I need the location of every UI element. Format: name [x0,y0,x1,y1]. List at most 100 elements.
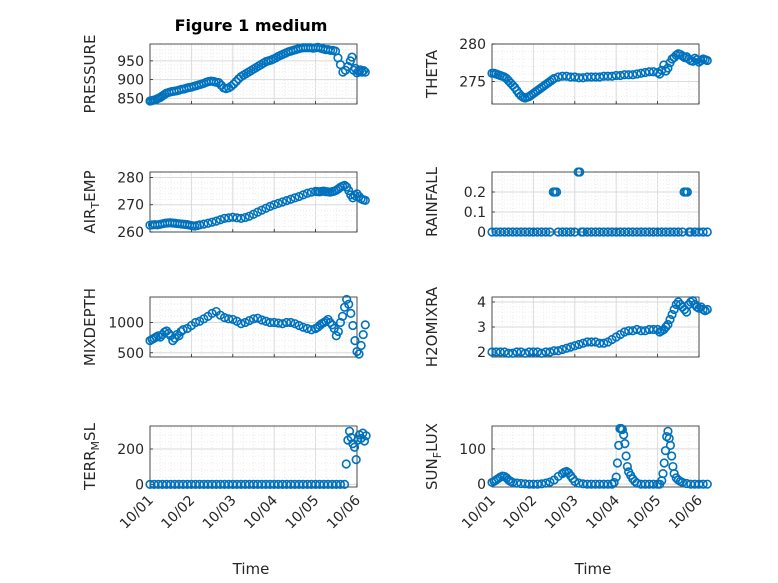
data-point [508,348,518,358]
data-point [348,320,358,331]
data-point [339,479,350,489]
data-point [346,308,356,318]
data-point [168,336,178,346]
data-point [632,478,642,488]
data-point [702,227,712,237]
axes-box [491,425,700,488]
x-tick-label: 10/02 [158,493,198,533]
data-point [294,191,304,202]
data-point [660,446,671,456]
data-point [508,477,518,488]
x-tick-label: 10/04 [583,492,623,532]
data-point [495,347,505,357]
data-point [632,324,642,335]
y-tick-label: 0.1 [464,205,486,221]
figure-title: Figure 1 medium [175,16,328,35]
y-axis-label: AIRTEMP [81,170,102,233]
data-point [344,426,355,436]
data-point [677,477,688,488]
data-point [520,348,530,358]
data-point [702,55,712,66]
data-point [622,461,632,472]
data-point [335,479,346,489]
data-point [553,346,563,356]
data-point [607,479,617,489]
data-point [702,479,712,489]
y-axis-label: SUNFLUX [423,423,444,490]
y-tick-label: 0 [477,225,486,241]
y-tick-label: 0 [477,477,486,493]
data-point [215,215,225,225]
data-point [549,73,559,84]
data-point [248,314,259,324]
data-point [178,325,188,335]
data-point [207,217,217,227]
data-point [541,227,551,237]
data-point [578,338,588,348]
data-point [354,349,364,359]
y-tick-label: 280 [459,37,486,53]
data-point [359,436,370,446]
data-point [624,326,634,336]
data-point [282,196,292,206]
x-tick-label: 10/03 [200,493,240,533]
data-point [619,430,629,440]
data-point [338,67,348,77]
data-point [549,346,559,356]
x-tick-label: 10/05 [283,493,323,533]
data-point [698,479,708,489]
data-point [667,309,677,320]
data-point [360,195,370,205]
data-point [199,219,209,229]
data-point [661,322,671,332]
data-point [503,348,514,358]
data-point [570,341,580,351]
data-point [236,319,246,329]
data-point [219,213,230,223]
data-point [211,216,221,226]
data-point [356,340,366,351]
data-point [231,76,241,87]
data-point [282,317,292,328]
data-point [663,63,673,73]
data-point [499,347,510,357]
axes-rainfall: 0 0.1 0.2 RAINFALL [423,166,712,241]
data-point [702,304,712,315]
y-tick-label: 270 [117,198,144,214]
data-point [240,212,250,223]
data-point [203,218,213,228]
data-point [636,326,646,336]
data-point [286,194,296,204]
data-point [566,227,576,237]
data-point [599,338,609,348]
axes-terr-msl: 0 200 TERRMSL 10/01 10/02 10/03 10/04 10/05 10/0… [81,422,371,533]
data-point [698,227,708,237]
data-point [603,479,613,489]
data-point [277,197,288,207]
data-point [349,442,360,452]
y-tick-label: 275 [459,75,486,91]
data-point [541,478,551,488]
y-axis-label: RAINFALL [423,166,441,237]
data-point [575,167,585,177]
data-point [512,347,522,357]
data-point [551,187,562,197]
axes-theta: 275 280 THETA [423,37,712,105]
data-point [325,317,335,328]
data-point [219,313,230,323]
data-point [290,193,300,203]
data-point [358,329,368,340]
data-point [590,337,601,347]
data-point [614,440,624,450]
y-tick-label: 0.2 [464,185,486,201]
data-point [673,227,683,237]
data-point [164,328,174,338]
data-point [586,337,596,347]
y-tick-label: 1000 [108,315,144,331]
data-point [537,479,547,489]
data-point [302,188,312,198]
axes-air-temp: 260 270 280 AIRTEMP [81,170,370,241]
x-axis-label-left: Time [232,560,270,578]
y-axis-label: PRESSURE [81,35,99,114]
